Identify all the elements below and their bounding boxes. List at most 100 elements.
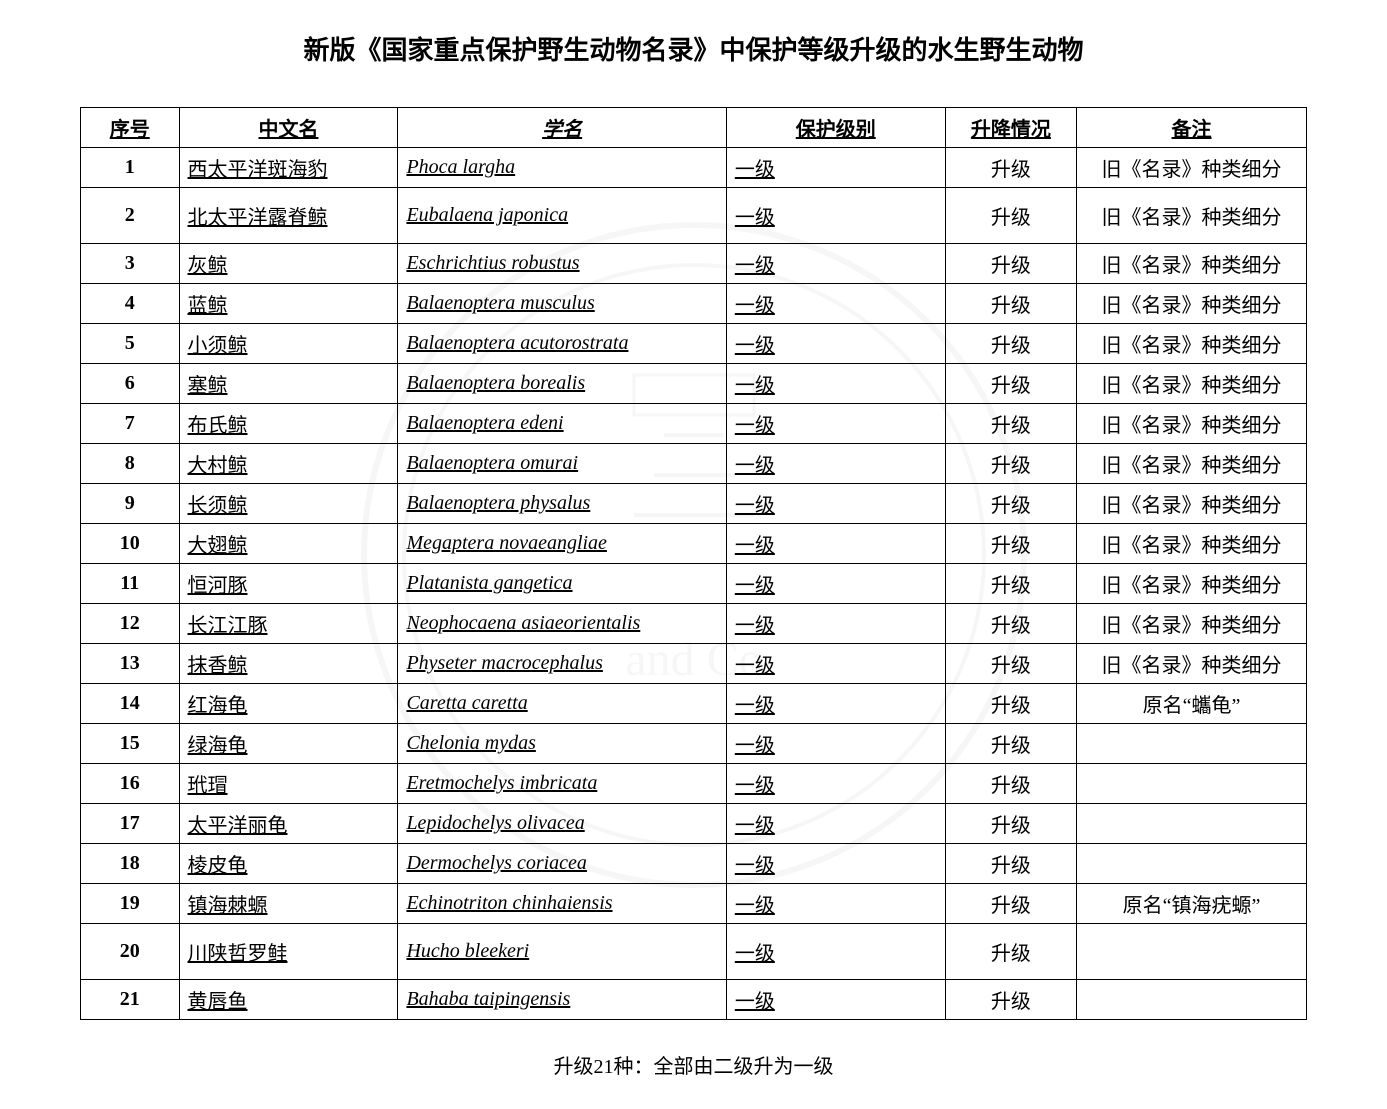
cell-note: 旧《名录》种类细分	[1077, 404, 1307, 444]
cell-sci: Phoca largha	[398, 148, 726, 188]
cell-status: 升级	[945, 980, 1076, 1020]
cell-note	[1077, 980, 1307, 1020]
cell-seq: 2	[81, 188, 180, 244]
cell-sci: Balaenoptera edeni	[398, 404, 726, 444]
cell-cn: 长须鲸	[179, 484, 398, 524]
cell-level: 一级	[726, 924, 945, 980]
cell-cn: 恒河豚	[179, 564, 398, 604]
table-row: 20川陕哲罗鲑Hucho bleekeri一级升级	[81, 924, 1307, 980]
cell-seq: 19	[81, 884, 180, 924]
cell-seq: 16	[81, 764, 180, 804]
cell-level: 一级	[726, 844, 945, 884]
cell-sci: Lepidochelys olivacea	[398, 804, 726, 844]
cell-status: 升级	[945, 564, 1076, 604]
cell-note	[1077, 804, 1307, 844]
cell-seq: 6	[81, 364, 180, 404]
cell-sci: Balaenoptera acutorostrata	[398, 324, 726, 364]
cell-sci: Platanista gangetica	[398, 564, 726, 604]
cell-level: 一级	[726, 884, 945, 924]
cell-level: 一级	[726, 484, 945, 524]
cell-cn: 布氏鲸	[179, 404, 398, 444]
table-row: 19镇海棘螈Echinotriton chinhaiensis一级升级原名“镇海…	[81, 884, 1307, 924]
cell-note: 旧《名录》种类细分	[1077, 484, 1307, 524]
cell-status: 升级	[945, 924, 1076, 980]
cell-level: 一级	[726, 644, 945, 684]
cell-note	[1077, 844, 1307, 884]
cell-level: 一级	[726, 684, 945, 724]
cell-status: 升级	[945, 284, 1076, 324]
cell-seq: 13	[81, 644, 180, 684]
cell-level: 一级	[726, 524, 945, 564]
cell-level: 一级	[726, 324, 945, 364]
cell-seq: 9	[81, 484, 180, 524]
table-row: 4蓝鲸Balaenoptera musculus一级升级旧《名录》种类细分	[81, 284, 1307, 324]
cell-seq: 4	[81, 284, 180, 324]
table-header-row: 序号 中文名 学名 保护级别 升降情况 备注	[81, 108, 1307, 148]
cell-seq: 18	[81, 844, 180, 884]
cell-level: 一级	[726, 364, 945, 404]
cell-seq: 12	[81, 604, 180, 644]
table-row: 21黄唇鱼Bahaba taipingensis一级升级	[81, 980, 1307, 1020]
cell-status: 升级	[945, 724, 1076, 764]
table-row: 1西太平洋斑海豹Phoca largha一级升级旧《名录》种类细分	[81, 148, 1307, 188]
cell-status: 升级	[945, 804, 1076, 844]
page-title: 新版《国家重点保护野生动物名录》中保护等级升级的水生野生动物	[80, 30, 1307, 67]
cell-level: 一级	[726, 148, 945, 188]
table-row: 6塞鲸Balaenoptera borealis一级升级旧《名录》种类细分	[81, 364, 1307, 404]
cell-sci: Physeter macrocephalus	[398, 644, 726, 684]
cell-sci: Chelonia mydas	[398, 724, 726, 764]
cell-note: 旧《名录》种类细分	[1077, 284, 1307, 324]
cell-cn: 小须鲸	[179, 324, 398, 364]
cell-note: 旧《名录》种类细分	[1077, 644, 1307, 684]
cell-level: 一级	[726, 980, 945, 1020]
table-row: 9长须鲸Balaenoptera physalus一级升级旧《名录》种类细分	[81, 484, 1307, 524]
cell-seq: 7	[81, 404, 180, 444]
cell-note: 旧《名录》种类细分	[1077, 364, 1307, 404]
cell-seq: 11	[81, 564, 180, 604]
cell-note	[1077, 924, 1307, 980]
cell-note: 原名“蠵龟”	[1077, 684, 1307, 724]
col-header-note: 备注	[1077, 108, 1307, 148]
cell-status: 升级	[945, 404, 1076, 444]
col-header-seq: 序号	[81, 108, 180, 148]
cell-note: 旧《名录》种类细分	[1077, 188, 1307, 244]
cell-sci: Eubalaena japonica	[398, 188, 726, 244]
cell-status: 升级	[945, 188, 1076, 244]
cell-sci: Eschrichtius robustus	[398, 244, 726, 284]
cell-status: 升级	[945, 244, 1076, 284]
cell-level: 一级	[726, 404, 945, 444]
cell-seq: 17	[81, 804, 180, 844]
cell-cn: 太平洋丽龟	[179, 804, 398, 844]
table-row: 2北太平洋露脊鲸Eubalaena japonica一级升级旧《名录》种类细分	[81, 188, 1307, 244]
cell-status: 升级	[945, 524, 1076, 564]
col-header-cn: 中文名	[179, 108, 398, 148]
cell-sci: Eretmochelys imbricata	[398, 764, 726, 804]
cell-seq: 8	[81, 444, 180, 484]
col-header-level: 保护级别	[726, 108, 945, 148]
cell-note: 旧《名录》种类细分	[1077, 524, 1307, 564]
cell-cn: 棱皮龟	[179, 844, 398, 884]
cell-cn: 黄唇鱼	[179, 980, 398, 1020]
cell-status: 升级	[945, 844, 1076, 884]
cell-seq: 15	[81, 724, 180, 764]
table-row: 13抹香鲸Physeter macrocephalus一级升级旧《名录》种类细分	[81, 644, 1307, 684]
cell-seq: 1	[81, 148, 180, 188]
cell-cn: 绿海龟	[179, 724, 398, 764]
cell-sci: Bahaba taipingensis	[398, 980, 726, 1020]
cell-cn: 西太平洋斑海豹	[179, 148, 398, 188]
cell-note: 旧《名录》种类细分	[1077, 148, 1307, 188]
cell-cn: 塞鲸	[179, 364, 398, 404]
cell-cn: 玳瑁	[179, 764, 398, 804]
table-row: 17太平洋丽龟Lepidochelys olivacea一级升级	[81, 804, 1307, 844]
cell-note: 旧《名录》种类细分	[1077, 444, 1307, 484]
table-row: 15绿海龟Chelonia mydas一级升级	[81, 724, 1307, 764]
cell-cn: 蓝鲸	[179, 284, 398, 324]
cell-cn: 镇海棘螈	[179, 884, 398, 924]
cell-sci: Balaenoptera borealis	[398, 364, 726, 404]
cell-sci: Echinotriton chinhaiensis	[398, 884, 726, 924]
cell-seq: 14	[81, 684, 180, 724]
cell-status: 升级	[945, 644, 1076, 684]
cell-sci: Balaenoptera physalus	[398, 484, 726, 524]
cell-level: 一级	[726, 244, 945, 284]
cell-note: 旧《名录》种类细分	[1077, 324, 1307, 364]
